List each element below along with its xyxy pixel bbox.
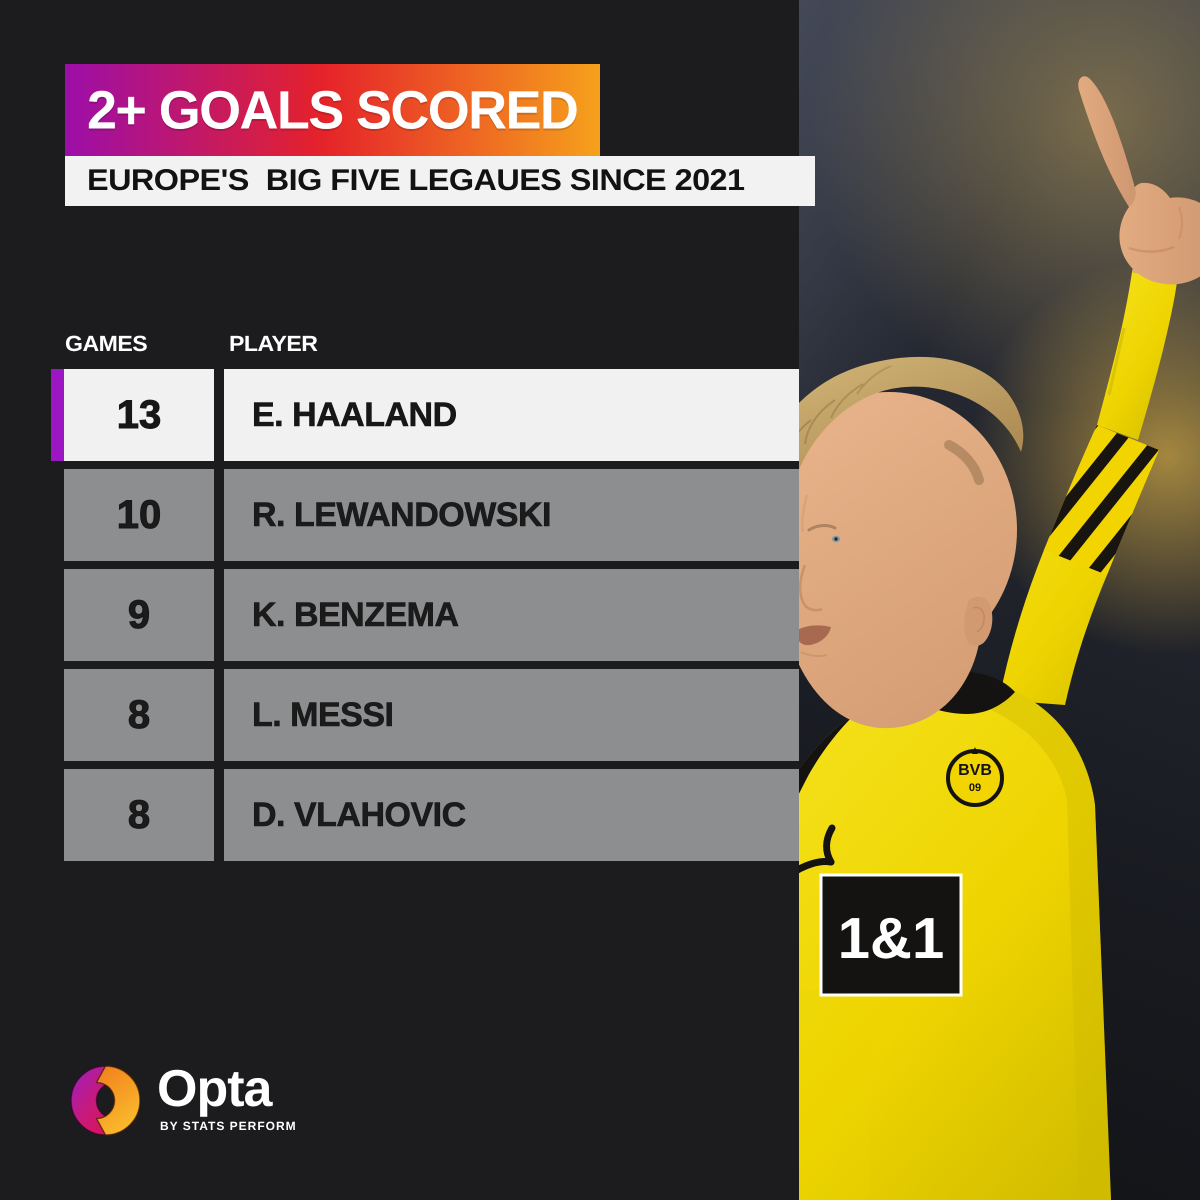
svg-text:09: 09 — [969, 782, 981, 794]
svg-text:1&1: 1&1 — [838, 906, 944, 971]
svg-text:BVB: BVB — [958, 762, 992, 779]
